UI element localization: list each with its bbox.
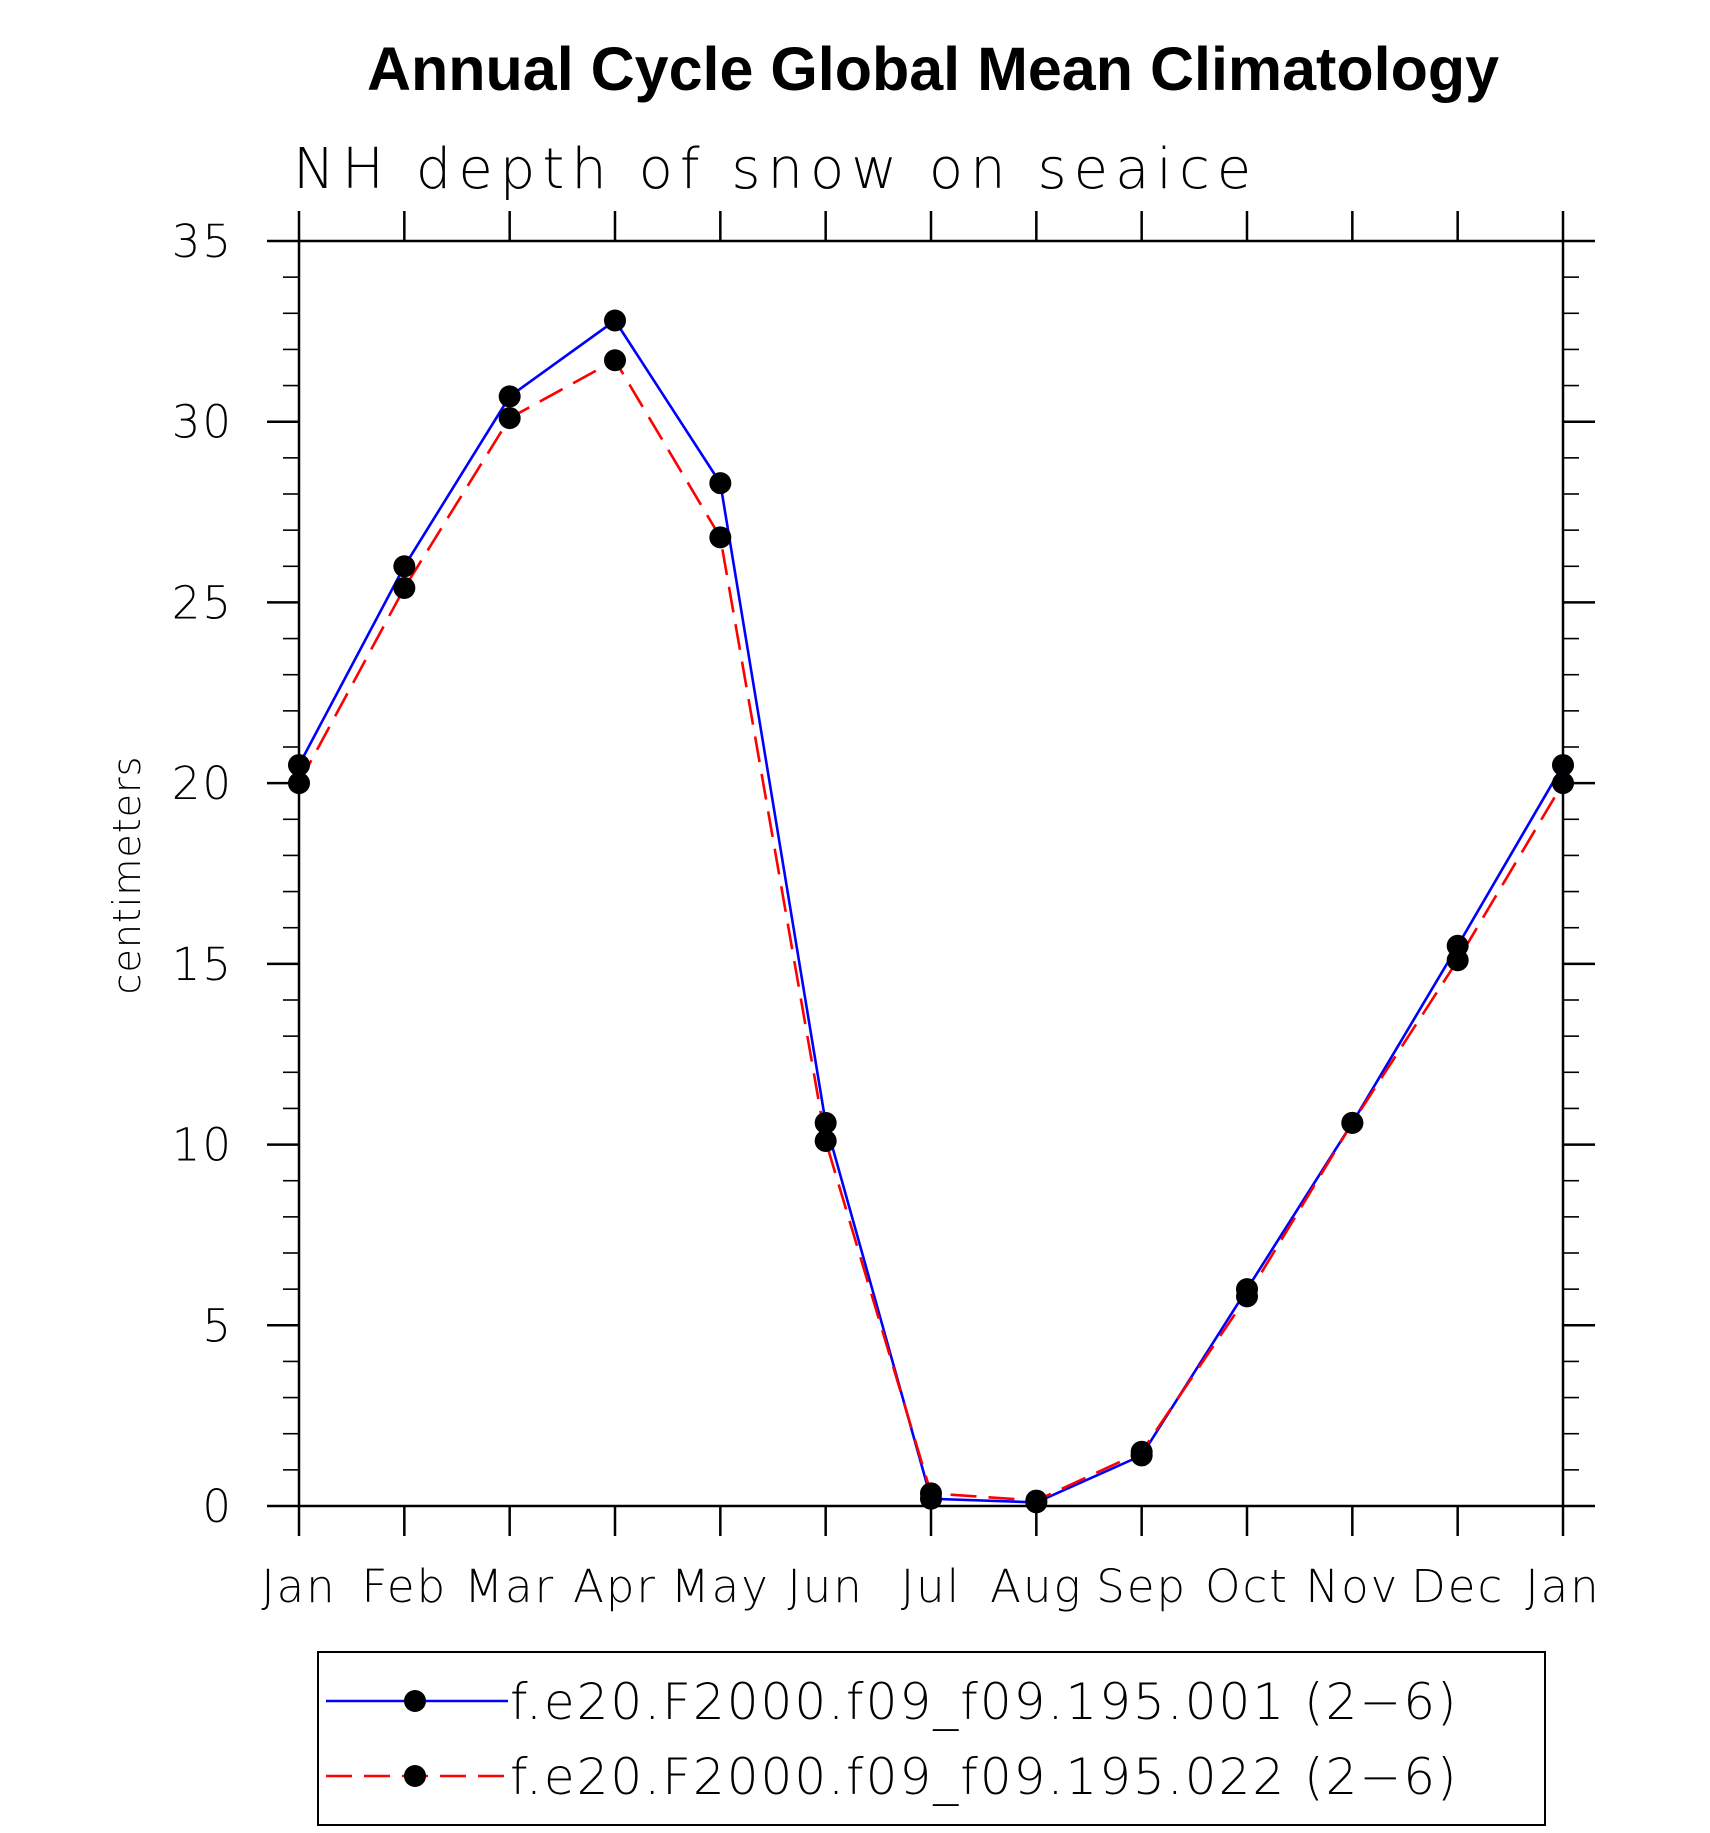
data-point-series-2 [1236, 1285, 1258, 1308]
x-tick-label: Feb [361, 1560, 447, 1613]
y-tick-label: 15 [172, 938, 233, 991]
chart-title: Annual Cycle Global Mean Climatology [367, 35, 1499, 103]
data-point-series-2 [604, 349, 626, 372]
y-axis-label: centimeters [105, 756, 149, 995]
data-point-series-2 [393, 576, 416, 599]
y-tick-label: 30 [172, 396, 233, 449]
x-tick-label: Jan [1525, 1560, 1600, 1613]
data-point-series-1 [1552, 754, 1574, 777]
y-tick-label: 5 [202, 1299, 233, 1352]
x-tick-label: Oct [1205, 1560, 1289, 1613]
data-point-series-2 [1130, 1440, 1153, 1463]
x-tick-label: Jul [901, 1560, 961, 1613]
y-tick-label: 25 [172, 576, 233, 629]
data-point-series-2 [1446, 949, 1469, 972]
data-point-series-2 [709, 526, 732, 549]
data-point-series-2 [1025, 1489, 1048, 1512]
x-tick-label: Dec [1411, 1560, 1504, 1613]
y-tick-label: 35 [172, 215, 233, 268]
y-tick-label: 0 [202, 1480, 233, 1533]
data-point-series-2 [1341, 1111, 1364, 1134]
data-point-series-1 [288, 754, 310, 777]
data-point-series-2 [814, 1129, 837, 1152]
x-tick-label: Nov [1305, 1560, 1399, 1613]
x-tick-label: Apr [573, 1560, 657, 1613]
y-tick-label: 20 [172, 757, 233, 810]
data-point-series-1 [498, 385, 521, 408]
data-point-series-2 [920, 1482, 942, 1505]
data-point-series-1 [604, 309, 626, 332]
x-tick-label: Aug [990, 1560, 1082, 1613]
legend-label-1: f.e20.F2000.f09_f09.195.001 (2−6) [510, 1673, 1459, 1731]
chart-subtitle: NH depth of snow on seaice [293, 137, 1258, 202]
legend-box [317, 1651, 1546, 1826]
x-tick-label: Jun [788, 1560, 864, 1613]
x-tick-label: Jan [261, 1560, 336, 1613]
data-point-series-1 [393, 555, 416, 578]
legend-label-2: f.e20.F2000.f09_f09.195.022 (2−6) [510, 1748, 1459, 1806]
legend-marker-2 [404, 1765, 426, 1787]
legend: f.e20.F2000.f09_f09.195.001 (2−6) f.e20.F… [326, 1673, 1459, 1806]
data-point-series-2 [288, 772, 310, 795]
legend-marker-1 [404, 1690, 426, 1712]
data-point-series-2 [1552, 772, 1574, 795]
x-tick-label: Mar [464, 1560, 555, 1613]
data-series [288, 309, 1574, 1514]
x-tick-label: May [671, 1560, 770, 1613]
data-point-series-2 [498, 407, 521, 430]
data-point-series-1 [709, 472, 732, 495]
data-point-series-1 [814, 1111, 837, 1134]
y-tick-label: 10 [172, 1119, 233, 1172]
axes: Jan Feb Mar Apr May Jun Jul Aug Sep Oct Nov Dec Jan 0… [172, 211, 1600, 1613]
x-tick-label: Sep [1096, 1560, 1187, 1613]
